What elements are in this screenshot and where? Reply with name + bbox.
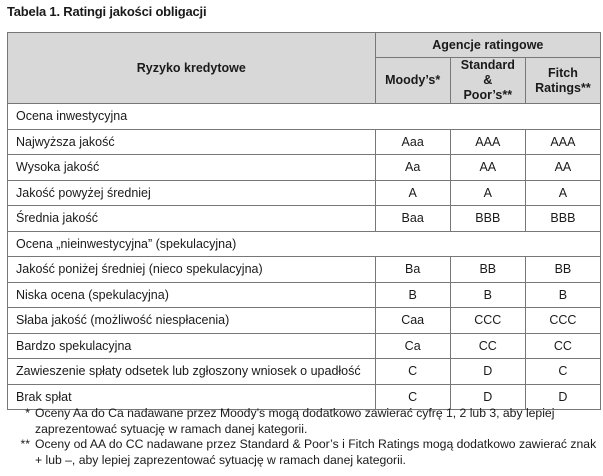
rating-sp: AA — [449, 154, 526, 181]
rating-moodys: C — [374, 358, 451, 385]
table-row: Najwyższa jakość Aaa AAA AAA — [7, 128, 602, 155]
table-row: Średnia jakość Baa BBB BBB — [7, 205, 602, 232]
rating-fitch: BB — [524, 256, 602, 283]
rating-sp: BB — [449, 256, 526, 283]
rating-fitch: A — [524, 179, 602, 206]
rating-fitch: C — [524, 358, 602, 385]
table-row: Niska ocena (spekulacyjna) B B B — [7, 281, 602, 308]
table-row: Jakość powyżej średniej A A A — [7, 179, 602, 206]
footnote: ** Oceny od AA do CC nadawane przez Stand… — [6, 437, 601, 468]
table-row: Wysoka jakość Aa AA AA — [7, 154, 602, 181]
rating-fitch: AA — [524, 154, 602, 181]
rating-moodys: B — [374, 281, 451, 308]
risk-label: Niska ocena (spekulacyjna) — [7, 281, 376, 308]
header-risk: Ryzyko kredytowe — [7, 32, 376, 104]
table-row: Brak spłat C D D — [7, 383, 602, 410]
header-agencies: Agencje ratingowe — [374, 32, 602, 58]
section-label: Ocena inwestycyjna — [7, 103, 601, 130]
footnote-mark: * — [25, 406, 30, 420]
rating-fitch: CCC — [524, 307, 602, 334]
ratings-table: Ryzyko kredytowe Agencje ratingowe Moody… — [7, 32, 602, 410]
risk-label: Wysoka jakość — [7, 154, 376, 181]
section-row: Ocena inwestycyjna — [7, 103, 601, 130]
rating-moodys: Baa — [374, 205, 451, 232]
rating-fitch: AAA — [524, 128, 602, 155]
rating-moodys: Caa — [374, 307, 451, 334]
footnote-text: Oceny Aa do Ca nadawane przez Moody’s mo… — [35, 406, 555, 436]
header-moodys: Moody’s* — [374, 57, 451, 104]
rating-sp: CC — [449, 332, 526, 359]
rating-fitch: D — [524, 383, 602, 410]
footnotes: * Oceny Aa do Ca nadawane przez Moody’s m… — [6, 406, 601, 468]
rating-moodys: A — [374, 179, 451, 206]
footnote-text: Oceny od AA do CC nadawane przez Standar… — [35, 437, 597, 467]
risk-label: Jakość powyżej średniej — [7, 179, 376, 206]
risk-label: Jakość poniżej średniej (nieco spekulacy… — [7, 256, 376, 283]
section-row: Ocena „nieinwestycyjna” (spekulacyjna) — [7, 230, 601, 257]
risk-label: Słaba jakość (możliwość niespłacenia) — [7, 307, 376, 334]
rating-sp: A — [449, 179, 526, 206]
rating-moodys: Aa — [374, 154, 451, 181]
rating-sp: BBB — [449, 205, 526, 232]
rating-moodys: Ca — [374, 332, 451, 359]
section-label: Ocena „nieinwestycyjna” (spekulacyjna) — [7, 230, 601, 257]
rating-sp: CCC — [449, 307, 526, 334]
rating-moodys: Aaa — [374, 128, 451, 155]
risk-label: Brak spłat — [7, 383, 376, 410]
rating-fitch: CC — [524, 332, 602, 359]
rating-fitch: BBB — [524, 205, 602, 232]
table-row: Zawieszenie spłaty odsetek lub zgłoszony… — [7, 358, 602, 385]
table-row: Bardzo spekulacyjna Ca CC CC — [7, 332, 602, 359]
rating-sp: D — [449, 358, 526, 385]
footnote-mark: ** — [20, 437, 31, 451]
table-row: Jakość poniżej średniej (nieco spekulacy… — [7, 256, 602, 283]
header-fitch: Fitch Ratings** — [524, 57, 602, 104]
footnote: * Oceny Aa do Ca nadawane przez Moody’s m… — [6, 406, 601, 437]
rating-fitch: B — [524, 281, 602, 308]
risk-label: Zawieszenie spłaty odsetek lub zgłoszony… — [7, 358, 376, 385]
rating-moodys: Ba — [374, 256, 451, 283]
risk-label: Najwyższa jakość — [7, 128, 376, 155]
risk-label: Bardzo spekulacyjna — [7, 332, 376, 359]
rating-sp: AAA — [449, 128, 526, 155]
rating-moodys: C — [374, 383, 451, 410]
table-row: Słaba jakość (możliwość niespłacenia) Caa… — [7, 307, 602, 334]
rating-sp: B — [449, 281, 526, 308]
risk-label: Średnia jakość — [7, 205, 376, 232]
header-sp: Standard & Poor’s** — [449, 57, 526, 104]
table-title: Tabela 1. Ratingi jakości obligacji — [7, 4, 207, 19]
